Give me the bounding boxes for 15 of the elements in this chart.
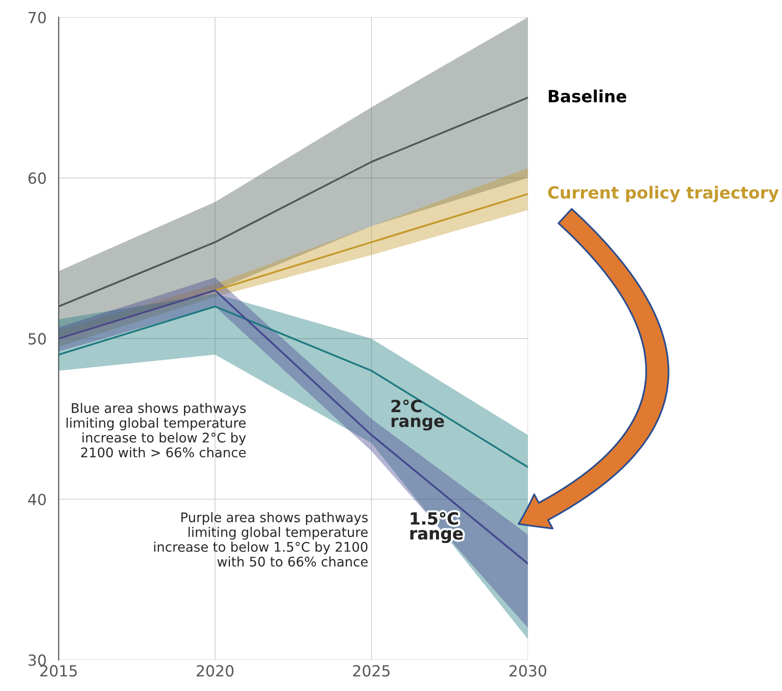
- y-tick-label: 50: [28, 333, 46, 345]
- series-label: Current policy trajectory: [548, 186, 779, 202]
- y-tick-label: 60: [28, 172, 46, 184]
- series-label: 2°C range: [392, 400, 444, 431]
- annotation: Blue area shows pathways limiting global temperature increase to below 2°C by 2100 with > 66% chance: [66, 402, 246, 458]
- x-tick-label: 2015: [40, 665, 77, 677]
- line-series: [58, 306, 528, 468]
- y-tick-label: 30: [28, 654, 46, 666]
- annotation: Purple area shows pathways limiting global temperature increase to below 1.5°C by 2100 with 50 to 66% chance: [154, 512, 368, 567]
- x-tick-label: 2030: [510, 665, 546, 677]
- y-tick-label: 40: [28, 494, 46, 506]
- series-label: Baseline: [548, 90, 626, 102]
- x-tick-label: 2020: [196, 665, 234, 677]
- x-tick-label: 2025: [353, 665, 390, 677]
- y-tick-label: 70: [28, 12, 46, 24]
